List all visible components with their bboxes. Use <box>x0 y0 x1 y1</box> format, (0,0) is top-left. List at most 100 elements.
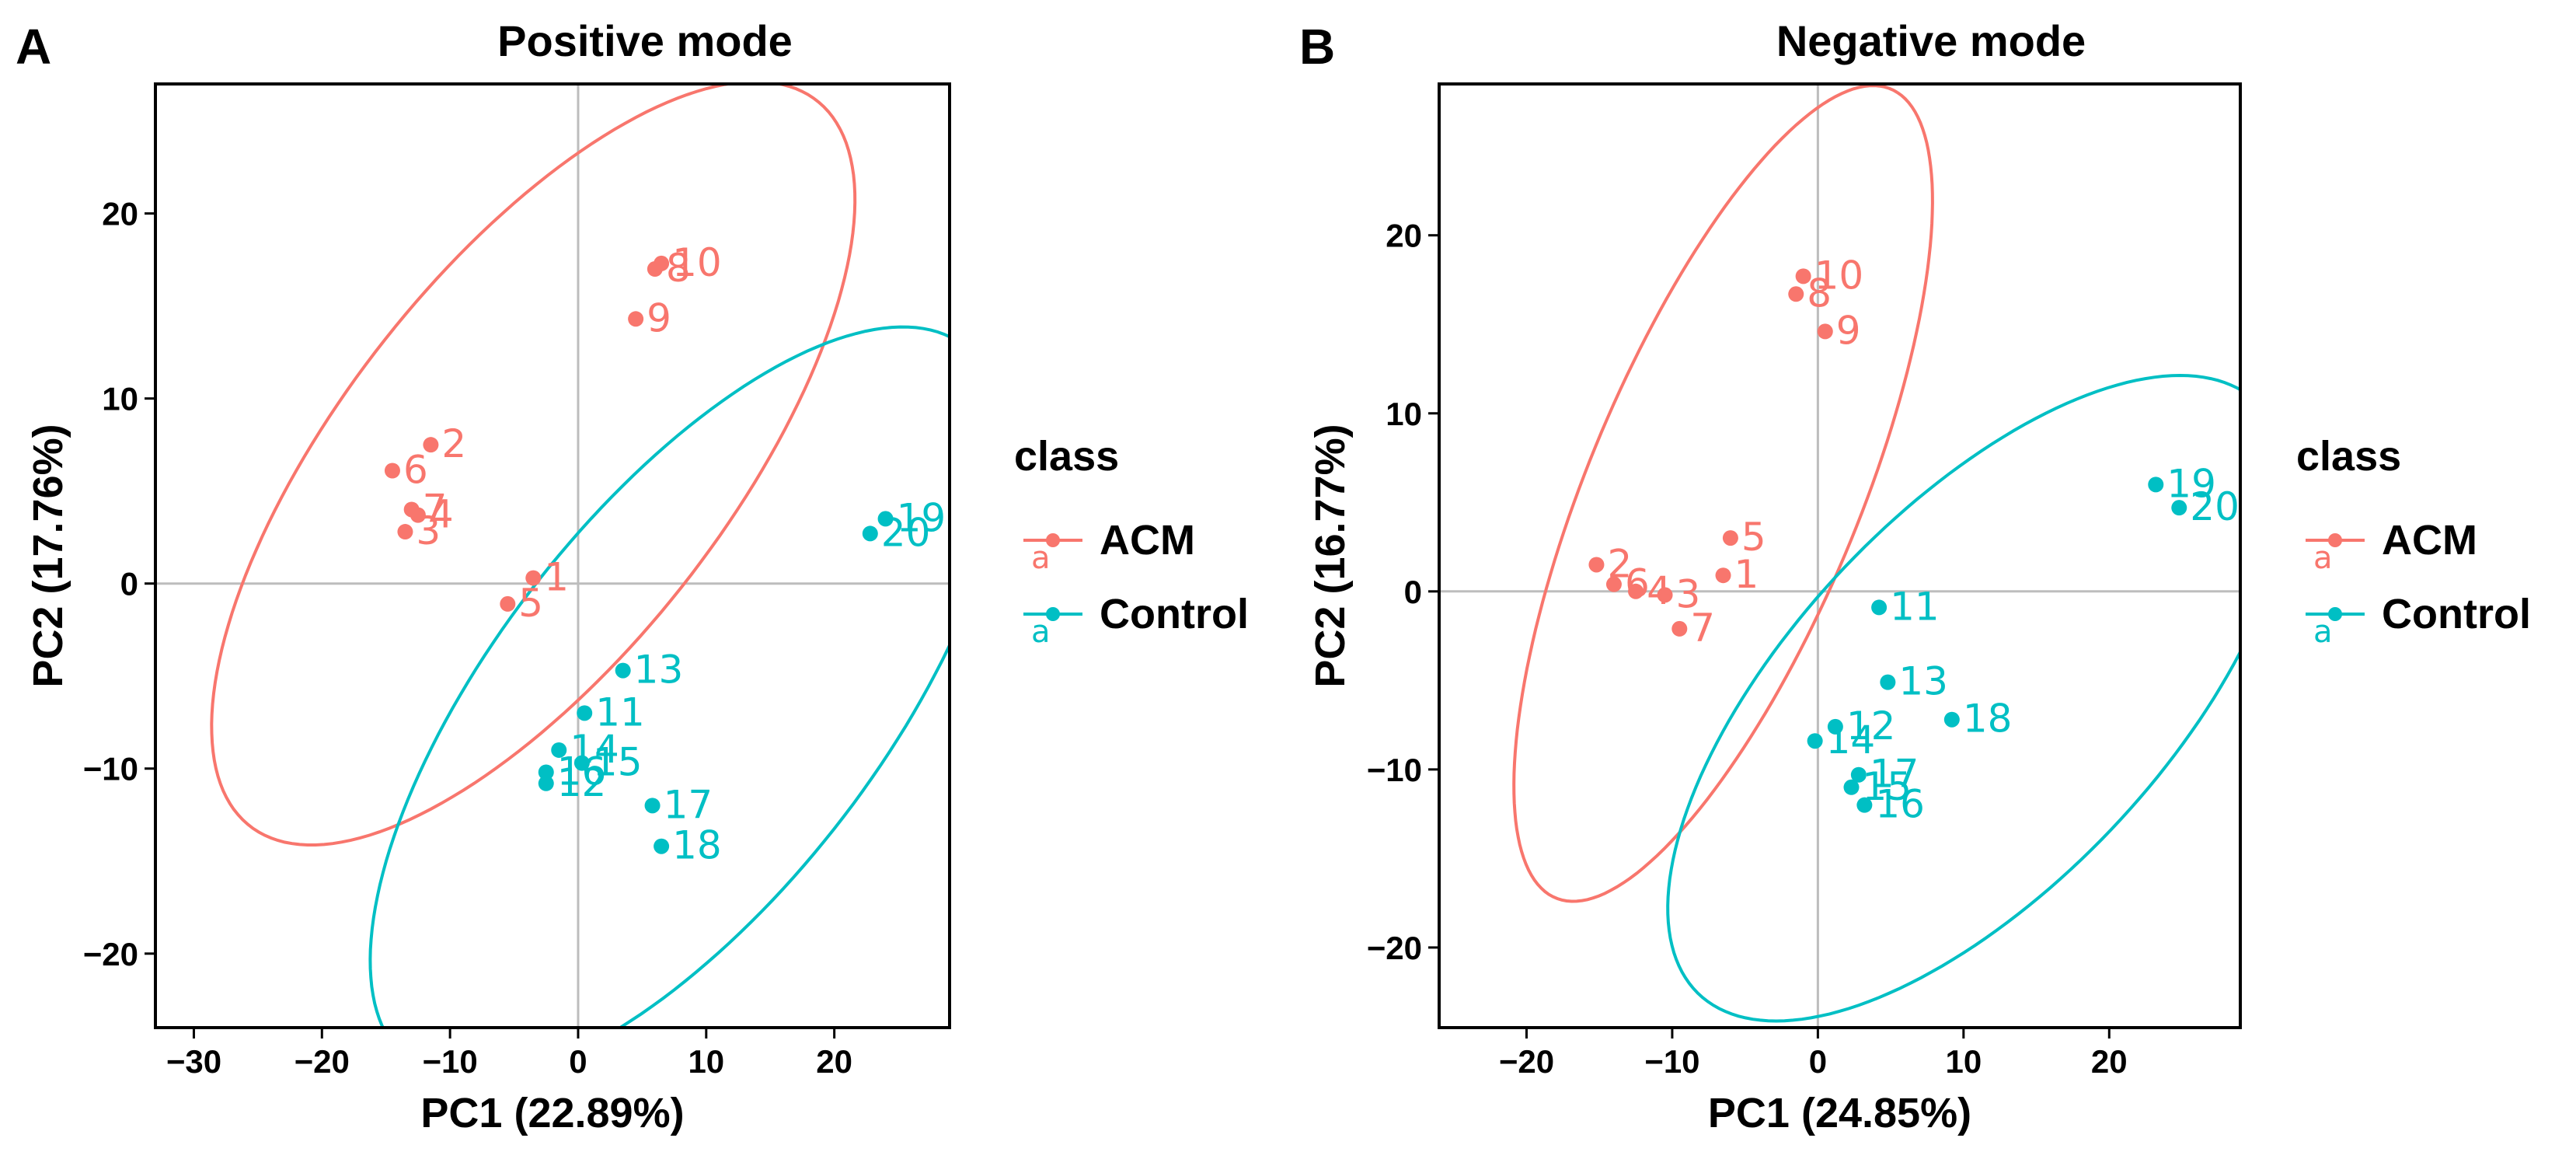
confidence-ellipse-acm <box>210 84 857 847</box>
x-axis-label: PC1 (24.85%) <box>1708 1090 1971 1136</box>
x-tick-label: 0 <box>1809 1043 1827 1080</box>
data-point-acm <box>1588 557 1605 573</box>
x-tick-label: 0 <box>569 1043 587 1080</box>
data-point-label: 20 <box>881 510 931 555</box>
data-point-acm <box>1817 323 1833 340</box>
legend-key-point-control <box>2328 607 2342 621</box>
data-point-acm <box>1715 567 1731 584</box>
legend-entry-control: Control <box>2382 591 2531 637</box>
data-point-acm <box>1657 587 1673 603</box>
data-point-label: 11 <box>1890 584 1940 629</box>
data-point-label: 14 <box>1826 717 1876 763</box>
legend: class a ACM a Control <box>1014 433 1249 650</box>
data-point-label: 10 <box>672 240 722 285</box>
x-tick-label: −10 <box>423 1043 478 1080</box>
data-point-label: 13 <box>1898 659 1948 704</box>
data-point-label: 10 <box>1814 253 1864 298</box>
data-point-acm <box>1795 268 1811 285</box>
data-point-control <box>877 511 894 527</box>
plot-frame <box>1438 82 2242 1029</box>
legend-key-glyph: a <box>1031 540 1051 576</box>
data-point-control <box>538 775 554 791</box>
panel-letter: B <box>1299 19 1335 75</box>
data-point-acm <box>628 311 644 327</box>
data-point-label: 4 <box>429 492 454 537</box>
legend-entry-acm: ACM <box>2382 517 2477 564</box>
panel-letter: A <box>16 19 51 75</box>
data-point-label: 8 <box>666 246 691 291</box>
data-point-acm <box>654 255 670 271</box>
legend: class a ACM a Control <box>2296 433 2531 650</box>
data-point-label: 17 <box>1870 752 1919 797</box>
legend-entry-acm: ACM <box>1100 517 1195 564</box>
data-point-label: 17 <box>664 782 713 827</box>
plot-frame <box>154 82 951 1029</box>
data-point-acm <box>1671 620 1688 637</box>
data-point-label: 20 <box>2190 484 2240 529</box>
data-point-label: 18 <box>1963 696 2013 742</box>
data-point-label: 16 <box>557 749 607 794</box>
data-point-control <box>1943 711 1960 728</box>
data-point-label: 5 <box>518 581 543 626</box>
data-point-control <box>577 705 593 721</box>
data-point-label: 7 <box>1690 606 1715 651</box>
data-point-label: 13 <box>634 648 684 693</box>
legend-key-glyph: a <box>1031 614 1051 650</box>
data-point-acm <box>1628 583 1644 599</box>
data-point-acm <box>423 437 439 453</box>
x-tick-label: −20 <box>295 1043 350 1080</box>
data-point-label: 12 <box>1846 703 1896 749</box>
data-point-control <box>1856 797 1873 813</box>
data-point-acm <box>384 463 400 479</box>
plot-area <box>155 84 950 1028</box>
data-point-label: 19 <box>2166 461 2216 506</box>
legend-key-glyph: a <box>2313 540 2333 576</box>
data-point-label: 18 <box>672 823 722 868</box>
x-tick-label: 10 <box>688 1043 724 1080</box>
y-tick-label: 20 <box>102 196 138 232</box>
x-tick-label: −10 <box>1644 1043 1699 1080</box>
x-axis-label: PC1 (22.89%) <box>420 1090 684 1136</box>
data-point-control <box>644 798 661 814</box>
legend-entry-control: Control <box>1100 591 1249 637</box>
data-point-acm <box>1722 530 1738 546</box>
data-point-label: 5 <box>1741 515 1766 560</box>
confidence-ellipse-control <box>368 325 950 1028</box>
data-point-label: 15 <box>593 740 643 785</box>
x-tick-label: 20 <box>816 1043 852 1080</box>
data-point-label: 11 <box>595 689 645 735</box>
y-tick-label: −10 <box>83 751 138 787</box>
data-point-acm <box>500 595 516 612</box>
data-point-control <box>1850 766 1867 783</box>
data-point-control <box>2148 477 2164 493</box>
data-point-label: 9 <box>647 295 671 340</box>
data-point-label: 2 <box>441 421 466 466</box>
confidence-ellipse-acm <box>1512 84 1934 903</box>
data-point-label: 8 <box>1807 271 1832 316</box>
y-axis-label: PC2 (16.77%) <box>1307 424 1354 687</box>
data-point-control <box>1871 599 1888 616</box>
data-point-acm <box>525 570 542 586</box>
legend-title: class <box>1014 433 1119 480</box>
data-point-control <box>573 755 590 771</box>
x-tick-label: 10 <box>1945 1043 1982 1080</box>
legend-key-point-control <box>1046 607 1060 621</box>
x-tick-label: −20 <box>1499 1043 1554 1080</box>
x-tick-label: −30 <box>166 1043 221 1080</box>
y-tick-label: 10 <box>1386 396 1422 432</box>
y-axis-label: PC2 (17.76%) <box>25 424 71 687</box>
data-point-control <box>615 662 631 679</box>
y-tick-label: 0 <box>120 566 138 602</box>
y-tick-label: 0 <box>1404 574 1422 610</box>
y-tick-label: 20 <box>1386 218 1422 254</box>
data-point-acm <box>397 524 413 540</box>
data-point-control <box>1880 674 1896 690</box>
data-point-control <box>862 525 878 542</box>
data-point-label: 19 <box>897 495 946 540</box>
data-point-label: 9 <box>1836 308 1861 353</box>
data-point-control <box>538 764 554 780</box>
panel-b: B Negative mode12345678910111213141516171… <box>1299 16 2531 1136</box>
